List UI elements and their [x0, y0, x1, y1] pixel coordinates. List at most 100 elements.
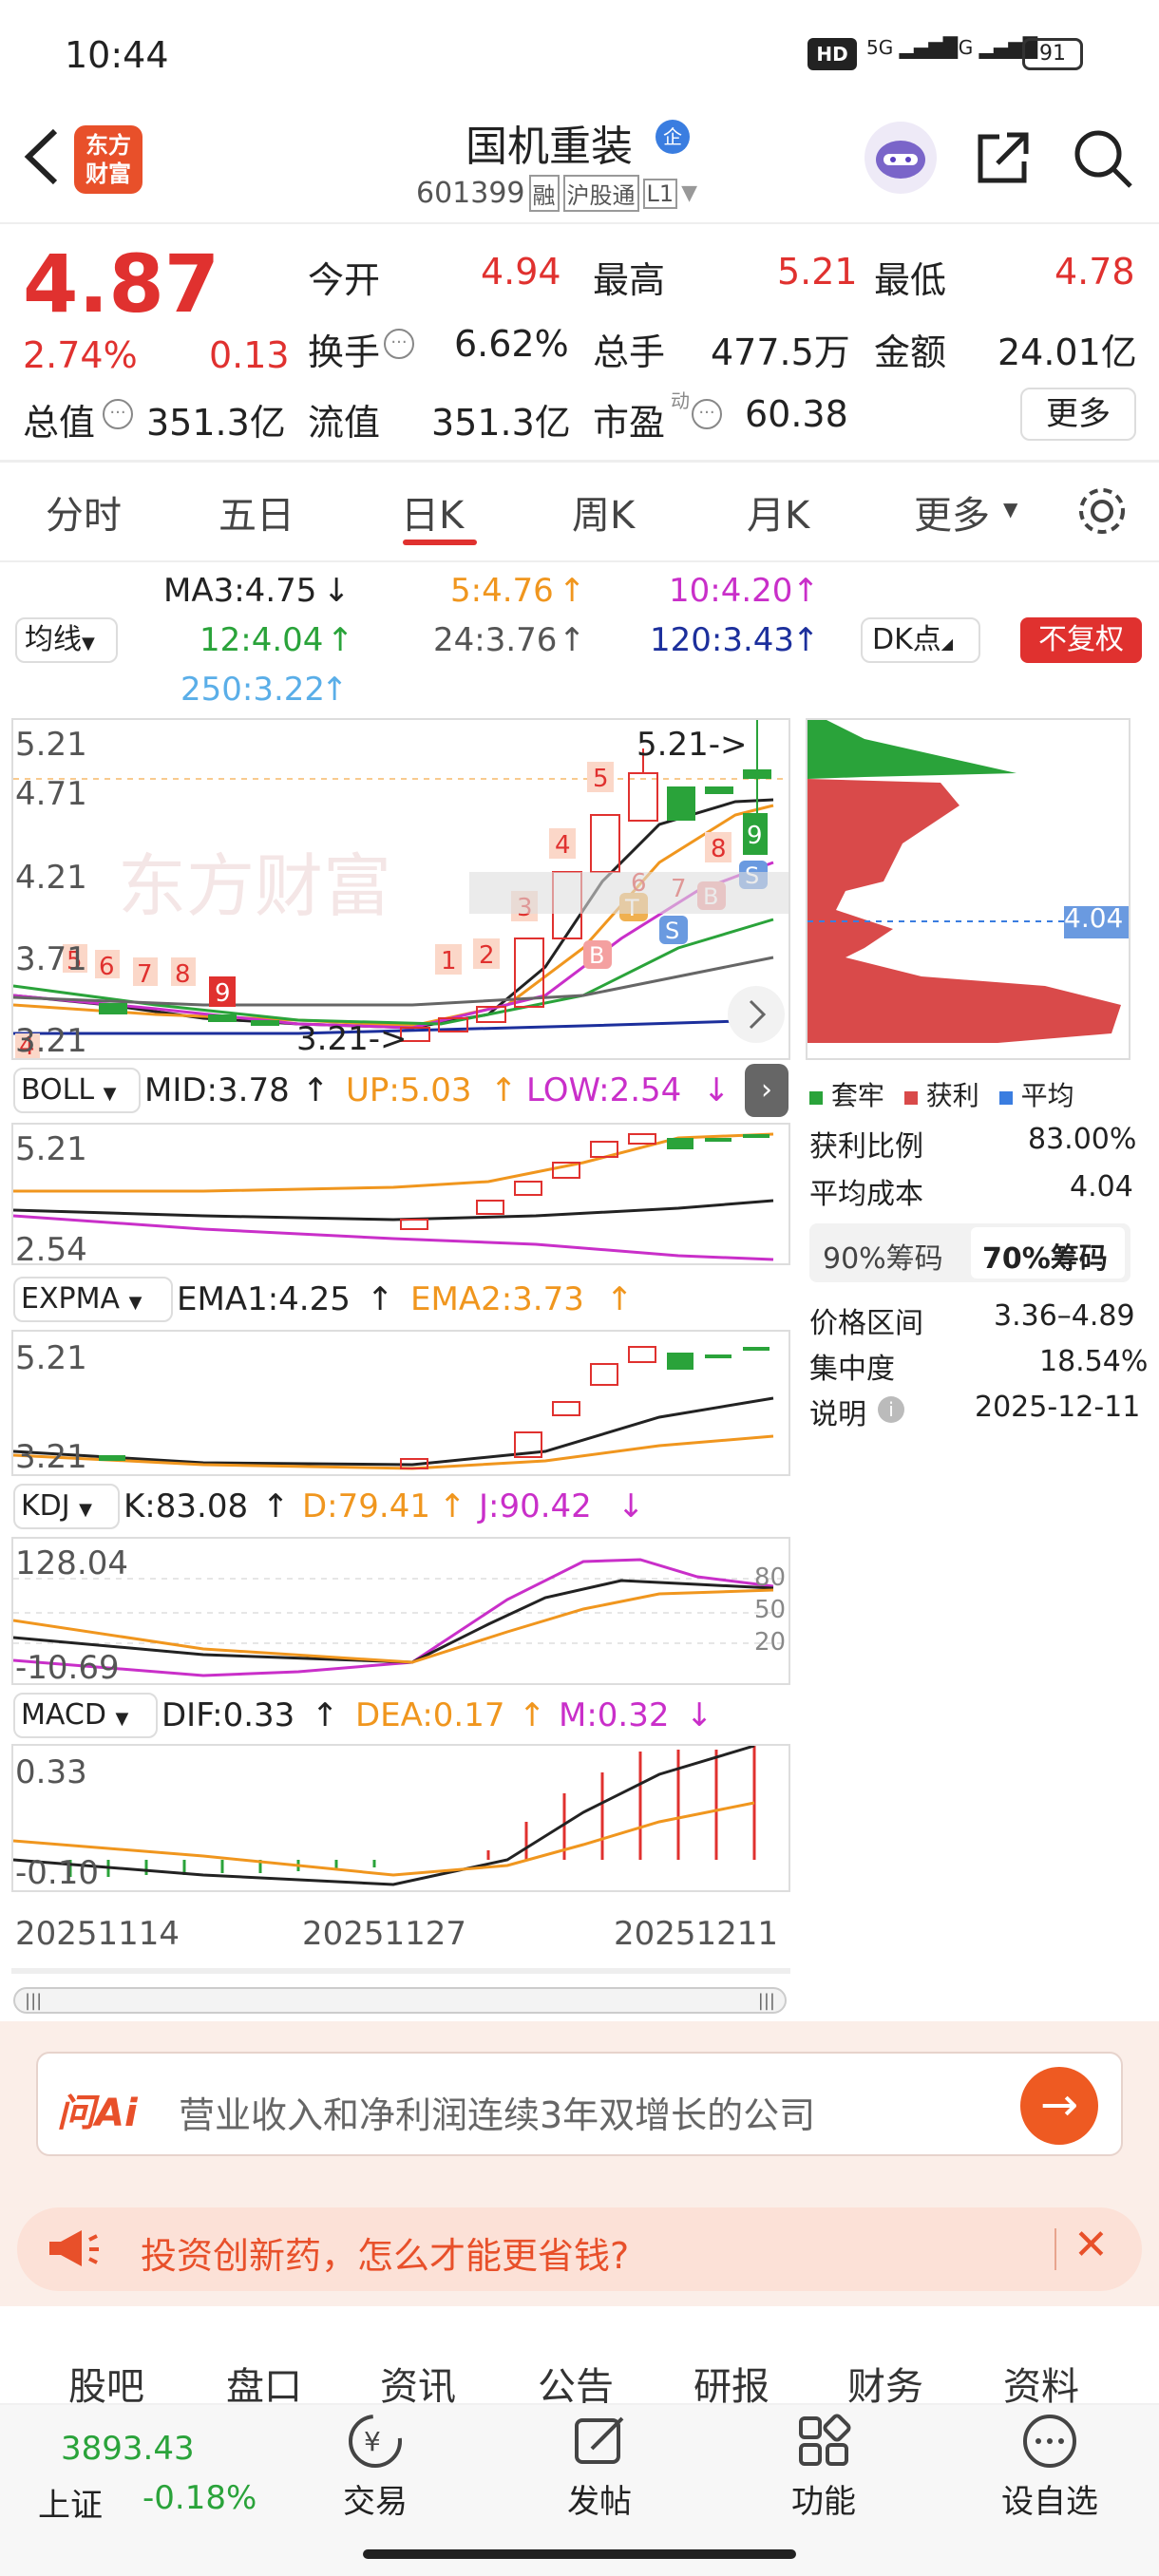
current-price: 4.87: [23, 237, 220, 331]
market-cap-info-icon[interactable]: ···: [103, 399, 133, 429]
tab-financials[interactable]: 财务: [847, 2365, 923, 2409]
slider-right-handle-icon[interactable]: |||: [757, 1991, 775, 2011]
kdj-caret-icon: ▼: [79, 1500, 93, 1520]
chip-tab-90[interactable]: 90%筹码: [823, 1242, 943, 1276]
stock-title: 国机重装: [466, 123, 633, 171]
tab-guba[interactable]: 股吧: [68, 2365, 144, 2409]
footer-trade[interactable]: ¥ 交易: [332, 2411, 418, 2534]
dk-caret-icon: ◢: [940, 635, 954, 653]
ma250-label: 250:3.22: [180, 671, 326, 709]
battery-icon: 91: [1022, 38, 1083, 70]
amount-value: 24.01亿: [998, 331, 1137, 373]
home-indicator[interactable]: [363, 2549, 796, 2559]
expma-ema2-trend-icon: ↑: [606, 1280, 634, 1318]
avg-cost-value: 4.04: [1070, 1170, 1133, 1203]
market-cap-label: 总值: [23, 402, 96, 444]
status-time: 10:44: [65, 34, 169, 76]
back-button[interactable]: [19, 123, 66, 190]
note-label: 说明: [809, 1398, 866, 1431]
turnover-label: 换手: [308, 331, 381, 373]
tab-news[interactable]: 资讯: [380, 2365, 456, 2409]
kdj-y-top: 128.04: [15, 1544, 128, 1582]
settings-button[interactable]: [1074, 483, 1130, 540]
macd-caret-icon: ▼: [115, 1709, 129, 1729]
macd-chart[interactable]: [11, 1744, 790, 1892]
turnover-info-icon[interactable]: ···: [384, 329, 414, 359]
concentration-value: 18.54%: [1039, 1345, 1149, 1378]
macd-m-trend-icon: ↓: [686, 1696, 713, 1734]
tab-weekly-k[interactable]: 周K: [572, 494, 636, 538]
amount-label: 金额: [874, 331, 947, 373]
macd-dif: DIF:0.33: [162, 1696, 295, 1734]
dk-point-button[interactable]: DK点◢: [861, 617, 980, 663]
svg-text:1: 1: [441, 947, 457, 975]
macd-m: M:0.32: [559, 1696, 670, 1734]
tab-monthly-k[interactable]: 月K: [747, 494, 810, 538]
no-adjust-button[interactable]: 不复权: [1020, 617, 1142, 663]
chip-distribution[interactable]: [806, 718, 1130, 1060]
ai-search-bar[interactable]: 问Ai 营业收入和净利润连续3年双增长的公司 →: [36, 2052, 1123, 2156]
kline-scrollbar[interactable]: [11, 1968, 790, 1974]
footer-post[interactable]: 发帖: [557, 2411, 642, 2534]
kline-y-bot: 3.21: [15, 1022, 87, 1060]
eastmoney-logo: 东方 财富: [74, 125, 142, 194]
tab-profile[interactable]: 资料: [1003, 2365, 1079, 2409]
expma-chart[interactable]: [11, 1330, 790, 1476]
footer-add-watchlist[interactable]: 设自选: [988, 2411, 1112, 2534]
legend-trapped: 套牢: [830, 1080, 884, 1111]
low-value: 4.78: [1054, 251, 1135, 293]
tab-more[interactable]: 更多: [914, 494, 990, 538]
kdj-level-20: 20: [754, 1628, 787, 1657]
ma120-label: 120:3.43: [650, 621, 795, 659]
kdj-k: K:83.08: [124, 1487, 249, 1525]
promo-banner[interactable]: 投资创新药，怎么才能更省钱? ✕: [17, 2207, 1142, 2291]
boll-name: BOLL: [21, 1073, 95, 1107]
tab-research[interactable]: 研报: [694, 2365, 770, 2409]
ai-robot-avatar[interactable]: [864, 122, 937, 194]
tab-five-day[interactable]: 五日: [218, 494, 294, 538]
tag-margin: 融: [528, 175, 560, 212]
kdj-name: KDJ: [21, 1489, 70, 1523]
kline-range-slider[interactable]: ||| |||: [13, 1987, 787, 2014]
share-button[interactable]: [973, 127, 1034, 188]
index-value[interactable]: 3893.43: [61, 2430, 195, 2468]
macd-name: MACD: [21, 1698, 106, 1732]
kdj-selector[interactable]: KDJ ▼: [13, 1484, 120, 1529]
note-date: 2025-12-11: [975, 1391, 1141, 1424]
boll-mid-trend-icon: ↑: [302, 1071, 330, 1109]
close-icon[interactable]: ✕: [1074, 2221, 1109, 2269]
volume-value: 477.5万: [711, 331, 850, 373]
collapse-panel-button[interactable]: ›: [745, 1064, 788, 1117]
svg-text:4: 4: [555, 831, 571, 860]
boll-y-bot: 2.54: [15, 1231, 87, 1269]
tab-pankou[interactable]: 盘口: [226, 2365, 302, 2409]
footer-functions[interactable]: 功能: [781, 2411, 866, 2534]
expma-selector[interactable]: EXPMA ▼: [13, 1277, 173, 1322]
gear-icon: [1079, 488, 1125, 534]
kdj-chart[interactable]: [11, 1537, 790, 1685]
ma-selector[interactable]: 均线▼: [15, 617, 118, 663]
pe-info-icon[interactable]: ···: [692, 399, 722, 429]
ai-submit-arrow-icon[interactable]: →: [1020, 2067, 1098, 2145]
more-dots-icon: [1023, 2415, 1076, 2468]
chip-tab-70[interactable]: 70%筹码: [971, 1227, 1125, 1279]
legend-profit-swatch: [903, 1091, 918, 1105]
ma5-label: 5:4.76: [450, 572, 554, 610]
macd-selector[interactable]: MACD ▼: [13, 1693, 158, 1738]
search-button[interactable]: [1072, 127, 1134, 190]
chevron-down-icon[interactable]: ▼: [681, 181, 698, 205]
tab-daily-k[interactable]: 日K: [401, 494, 465, 538]
note-info-icon[interactable]: i: [878, 1396, 904, 1423]
more-quote-button[interactable]: 更多: [1020, 388, 1136, 441]
tab-announcements[interactable]: 公告: [538, 2365, 614, 2409]
tab-intraday[interactable]: 分时: [46, 494, 122, 538]
boll-chart[interactable]: [11, 1123, 790, 1265]
boll-selector[interactable]: BOLL ▼: [13, 1068, 141, 1113]
footer-trade-label: 交易: [343, 2483, 408, 2521]
kdj-level-50: 50: [754, 1596, 787, 1624]
kline-chart[interactable]: 东方财富 4 5 6 7 8 9 1 2: [11, 718, 790, 1061]
slider-left-handle-icon[interactable]: |||: [25, 1991, 43, 2011]
legend-profit: 获利: [925, 1080, 979, 1111]
kline-svg: 东方财富 4 5 6 7 8 9 1 2: [12, 720, 788, 1061]
open-value: 4.94: [481, 251, 561, 293]
